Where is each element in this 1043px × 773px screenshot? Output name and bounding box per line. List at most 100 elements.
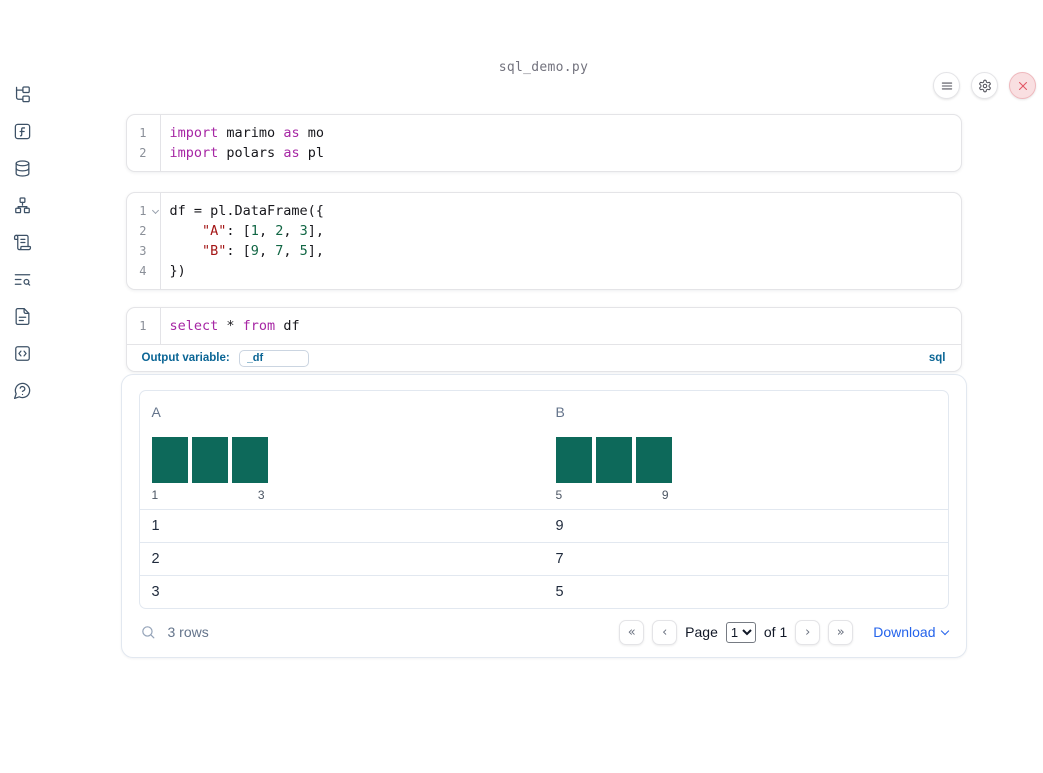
code-token: df = pl.DataFrame({	[169, 203, 324, 219]
cell-value: 1	[151, 518, 160, 534]
code-token: ,	[258, 243, 276, 259]
table-header: A 1 3 B	[140, 391, 948, 509]
line-number: 2	[139, 224, 147, 238]
code-token: ,	[283, 223, 300, 239]
logs-search-icon[interactable]	[12, 269, 32, 289]
code-token: import	[169, 125, 227, 141]
column-histogram: 1 3	[151, 437, 268, 502]
search-icon[interactable]	[140, 624, 157, 641]
column-name: B	[555, 404, 565, 420]
code-line[interactable]: 1 select * from df	[127, 316, 961, 336]
file-tree-icon[interactable]	[12, 84, 32, 104]
sql-language-badge: sql	[928, 352, 946, 364]
first-page-button[interactable]: «	[619, 619, 645, 645]
code-token: 5	[299, 243, 308, 259]
code-line[interactable]: 2 "A": [1, 2, 3],	[127, 221, 961, 241]
table-row[interactable]: 2 7	[139, 542, 948, 575]
cell-value: 7	[555, 551, 564, 567]
code-token: import	[169, 145, 227, 161]
line-number: 1	[127, 201, 160, 221]
histogram-bar	[151, 437, 188, 483]
database-icon[interactable]	[12, 158, 32, 178]
histogram-bar	[231, 437, 268, 483]
snippets-code-icon[interactable]	[12, 343, 32, 363]
scroll-icon[interactable]	[12, 232, 32, 252]
previous-page-button[interactable]: ‹	[652, 619, 678, 645]
table-footer: 3 rows « ‹ Page 1 of 1 › » Download	[139, 609, 949, 655]
column-header-a[interactable]: A 1 3	[140, 391, 544, 509]
line-number: 3	[139, 244, 147, 258]
close-x-icon[interactable]	[1009, 72, 1036, 99]
code-token: ],	[307, 243, 325, 259]
pagination: « ‹ Page 1 of 1 › » Download	[619, 619, 949, 645]
code-editor[interactable]: 1 df = pl.DataFrame({2 "A": [1, 2, 3], 3 "…	[127, 193, 961, 289]
code-token: "B"	[202, 243, 227, 259]
column-histogram: 5 9	[555, 437, 672, 502]
settings-gear-icon[interactable]	[971, 72, 998, 99]
code-line[interactable]: 4})	[127, 261, 961, 281]
code-line[interactable]: 1 df = pl.DataFrame({	[127, 201, 961, 221]
code-token: df	[283, 318, 300, 334]
document-icon[interactable]	[12, 306, 32, 326]
code-token: 9	[250, 243, 259, 259]
code-line[interactable]: 2 import polars as pl	[127, 143, 961, 163]
download-button[interactable]: Download	[873, 624, 949, 640]
code-token: "A"	[202, 223, 227, 239]
histogram-bar	[191, 437, 228, 483]
code-editor[interactable]: 1 import marimo as mo 2 import polars as pl	[127, 115, 961, 171]
code-token	[170, 223, 203, 239]
code-cell-dataframe[interactable]: 1 df = pl.DataFrame({2 "A": [1, 2, 3], 3 "…	[125, 192, 962, 290]
table-row[interactable]: 3 5	[139, 575, 948, 608]
code-token: 7	[275, 243, 284, 259]
output-panel: A 1 3 B	[120, 374, 967, 658]
line-number: 1	[139, 319, 147, 333]
code-editor[interactable]: 1 select * from df	[127, 308, 961, 344]
cell-value: 5	[555, 584, 564, 600]
last-page-button[interactable]: »	[828, 619, 854, 645]
column-header-b[interactable]: B 5 9	[544, 391, 948, 509]
dataframe-table: A 1 3 B	[138, 390, 949, 609]
output-variable-input[interactable]	[238, 349, 309, 367]
code-token: })	[169, 263, 186, 279]
cell-value: 3	[151, 584, 160, 600]
code-token	[170, 243, 203, 259]
row-count: 3 rows	[167, 624, 209, 640]
page-select[interactable]: 1	[725, 621, 756, 643]
table-row[interactable]: 1 9	[139, 509, 948, 542]
code-token: 3	[299, 223, 308, 239]
sql-cell-footer: Output variable: sql	[126, 344, 961, 371]
code-line[interactable]: 3 "B": [9, 7, 5],	[127, 241, 961, 261]
histogram-bar	[635, 437, 672, 483]
bin-label-min: 1	[151, 488, 159, 502]
bin-label-max: 9	[661, 488, 669, 502]
help-icon[interactable]	[12, 380, 32, 400]
code-token: ,	[258, 223, 276, 239]
code-token: : [	[226, 243, 251, 259]
total-pages-label: of 1	[763, 624, 788, 640]
code-token: mo	[307, 125, 324, 141]
menu-icon[interactable]	[933, 72, 960, 99]
code-token: marimo	[226, 125, 284, 141]
code-cell-imports[interactable]: 1 import marimo as mo 2 import polars as pl	[125, 114, 962, 172]
cell-value: 9	[555, 518, 564, 534]
code-token: ,	[283, 243, 300, 259]
page-label: Page	[685, 624, 718, 640]
code-token: polars	[226, 145, 284, 161]
dependency-graph-icon[interactable]	[12, 195, 32, 215]
code-line[interactable]: 1 import marimo as mo	[127, 123, 961, 143]
histogram-bar	[555, 437, 592, 483]
line-number: 1	[139, 126, 147, 140]
bin-label-max: 3	[257, 488, 265, 502]
cell-value: 2	[151, 551, 160, 567]
sql-cell[interactable]: 1 select * from df Output variable: sql	[125, 307, 962, 372]
next-page-button[interactable]: ›	[795, 619, 821, 645]
code-token: 1	[250, 223, 259, 239]
fold-chevron-icon[interactable]	[151, 206, 159, 215]
function-icon[interactable]	[12, 121, 32, 141]
topbar	[933, 72, 1036, 99]
code-token: from	[242, 318, 284, 334]
bin-label-min: 5	[555, 488, 563, 502]
sidebar	[0, 60, 44, 773]
histogram-bar	[595, 437, 632, 483]
code-token: ],	[307, 223, 325, 239]
